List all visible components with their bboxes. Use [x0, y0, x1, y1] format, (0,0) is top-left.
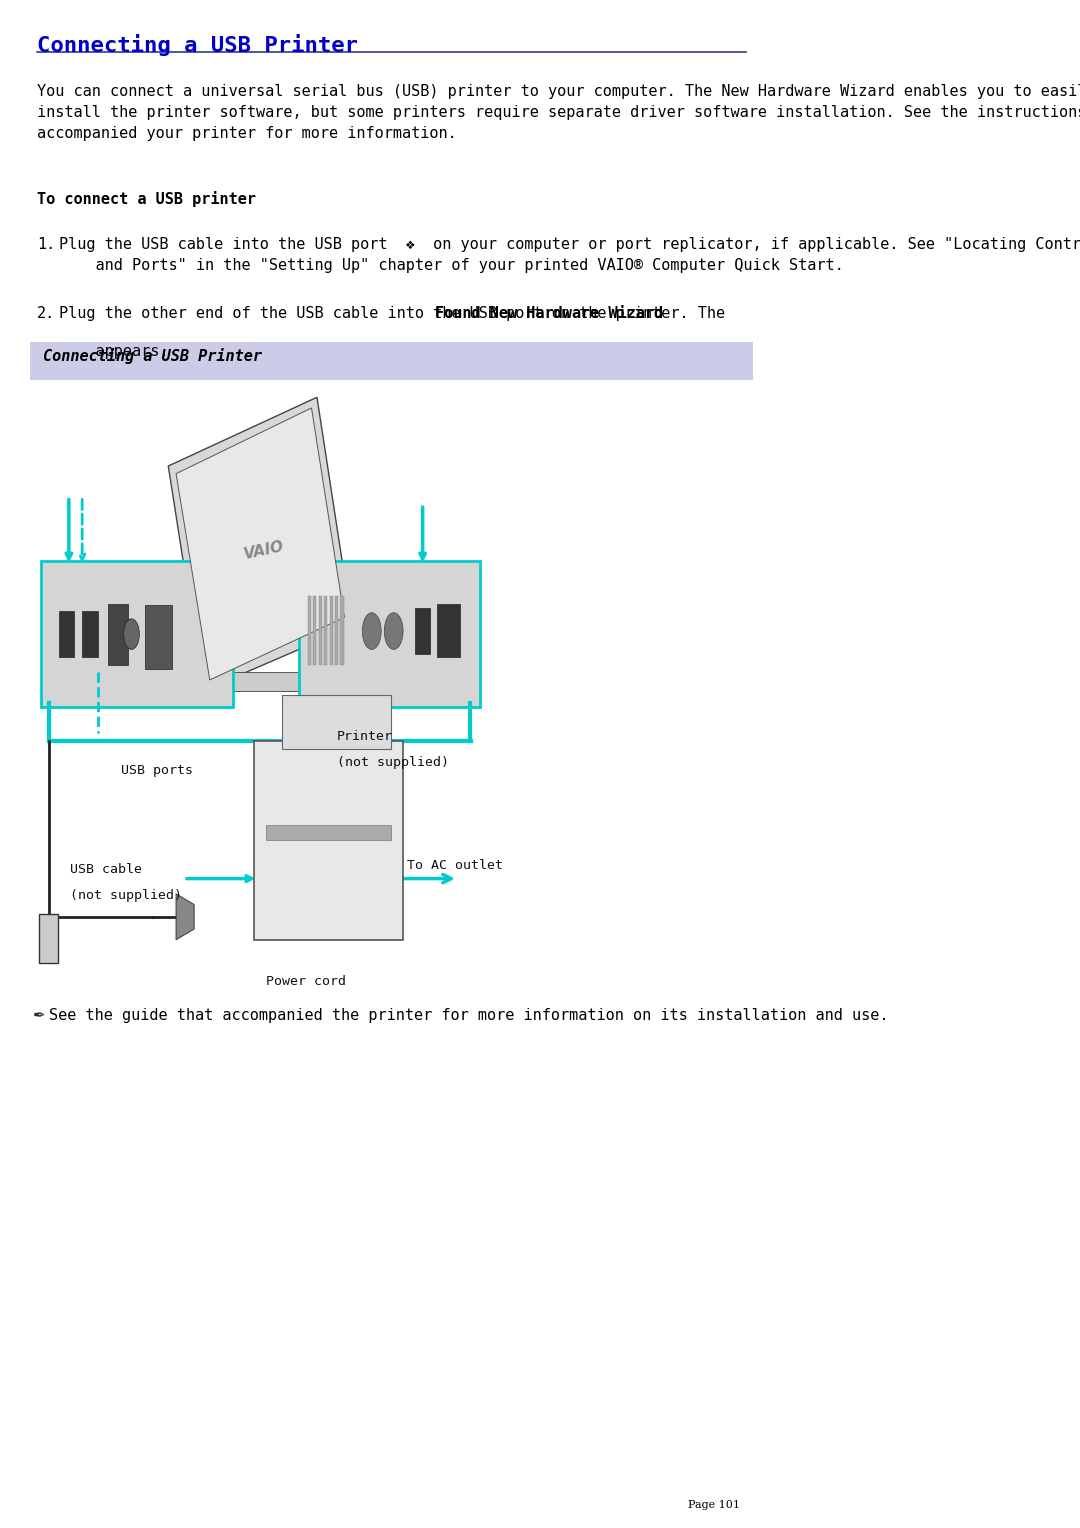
- FancyBboxPatch shape: [299, 561, 480, 707]
- Text: Page 101: Page 101: [688, 1499, 740, 1510]
- Bar: [108, 604, 127, 665]
- Polygon shape: [168, 397, 352, 691]
- Bar: [436, 604, 460, 657]
- Circle shape: [384, 613, 403, 649]
- Text: 2.: 2.: [37, 306, 55, 321]
- Polygon shape: [282, 695, 391, 749]
- Text: You can connect a universal serial bus (USB) printer to your computer. The New H: You can connect a universal serial bus (…: [37, 84, 1080, 141]
- Text: See the guide that accompanied the printer for more information on its installat: See the guide that accompanied the print…: [49, 1008, 888, 1024]
- Bar: [335, 596, 338, 665]
- Bar: [324, 596, 327, 665]
- Text: (not supplied): (not supplied): [337, 756, 448, 770]
- Text: USB cable: USB cable: [70, 863, 143, 877]
- Bar: [329, 596, 333, 665]
- Text: ✒: ✒: [32, 1008, 45, 1024]
- Text: To AC outlet: To AC outlet: [407, 859, 503, 872]
- Text: Connecting a USB Printer: Connecting a USB Printer: [43, 348, 262, 364]
- Bar: [308, 596, 311, 665]
- Bar: [340, 596, 343, 665]
- Bar: [319, 596, 322, 665]
- Text: USB ports: USB ports: [121, 764, 193, 778]
- Text: Power cord: Power cord: [266, 975, 346, 989]
- Bar: [145, 605, 172, 669]
- Bar: [39, 914, 58, 963]
- Text: 1.: 1.: [37, 237, 55, 252]
- Bar: [415, 608, 431, 654]
- Text: Printer: Printer: [337, 730, 392, 744]
- FancyBboxPatch shape: [255, 741, 403, 940]
- Text: Plug the other end of the USB cable into the USB port on the printer. The: Plug the other end of the USB cable into…: [58, 306, 734, 321]
- Text: To connect a USB printer: To connect a USB printer: [37, 191, 256, 206]
- Polygon shape: [164, 672, 352, 691]
- FancyBboxPatch shape: [30, 342, 753, 380]
- Text: appears.: appears.: [58, 344, 168, 359]
- Text: VAIO: VAIO: [243, 538, 286, 562]
- Text: Connecting a USB Printer: Connecting a USB Printer: [37, 34, 357, 55]
- Polygon shape: [176, 408, 345, 680]
- Bar: [313, 596, 316, 665]
- FancyBboxPatch shape: [41, 561, 233, 707]
- Circle shape: [124, 619, 139, 649]
- Text: (not supplied): (not supplied): [70, 889, 183, 903]
- Bar: [58, 611, 75, 657]
- Text: Plug the USB cable into the USB port  ❖  on your computer or port replicator, if: Plug the USB cable into the USB port ❖ o…: [58, 237, 1080, 274]
- Bar: [82, 611, 98, 657]
- Polygon shape: [176, 894, 194, 940]
- Text: Found New Hardware Wizard: Found New Hardware Wizard: [435, 306, 663, 321]
- Bar: [266, 825, 391, 840]
- Bar: [30, 385, 753, 986]
- Circle shape: [363, 613, 381, 649]
